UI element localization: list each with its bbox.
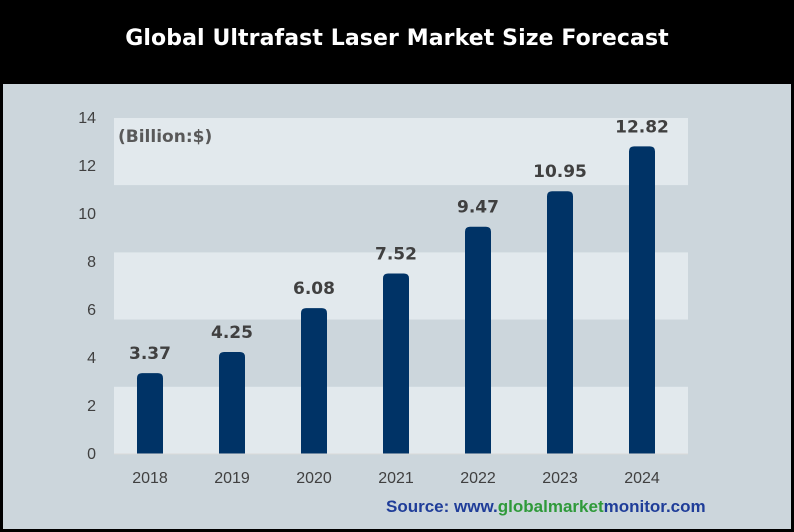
- data-label-2024: 12.82: [615, 117, 669, 137]
- x-tick-label-2022: 2022: [460, 470, 496, 487]
- data-label-2020: 6.08: [293, 279, 335, 299]
- source-part-global: global: [497, 497, 548, 516]
- y-tick-label: 12: [78, 158, 96, 175]
- source-part-monitor: monitor: [603, 497, 666, 516]
- bar-2022: [465, 226, 491, 454]
- data-label-2018: 3.37: [129, 344, 171, 364]
- source-suffix: .com: [665, 497, 706, 516]
- source-credit: Source: www.globalmarketmonitor.com: [386, 497, 706, 517]
- y-tick-label: 10: [78, 206, 96, 223]
- bar-2023: [547, 191, 573, 454]
- y-tick-label: 6: [87, 302, 96, 319]
- plot-band: [114, 118, 688, 186]
- chart-title: Global Ultrafast Laser Market Size Forec…: [125, 26, 669, 51]
- data-label-2019: 4.25: [211, 323, 253, 343]
- x-tick-label-2021: 2021: [378, 470, 414, 487]
- bar-2021: [383, 273, 409, 454]
- source-prefix: Source: www.: [386, 497, 498, 516]
- y-tick-label: 14: [78, 110, 96, 127]
- data-label-2022: 9.47: [457, 198, 499, 218]
- source-part-market: market: [547, 497, 604, 516]
- y-tick-label: 0: [87, 446, 96, 463]
- plot-band: [114, 185, 688, 253]
- bar-2018: [137, 373, 163, 454]
- bar-2020: [301, 308, 327, 454]
- y-tick-label: 8: [87, 254, 96, 271]
- data-label-2021: 7.52: [375, 245, 417, 265]
- y-tick-label: 2: [87, 398, 96, 415]
- y-tick-label: 4: [87, 350, 96, 367]
- x-tick-label-2024: 2024: [624, 470, 660, 487]
- data-label-2023: 10.95: [533, 162, 587, 182]
- x-tick-label-2023: 2023: [542, 470, 578, 487]
- bar-2024: [629, 146, 655, 454]
- unit-label: (Billion:$): [118, 127, 212, 147]
- bar-2019: [219, 352, 245, 454]
- x-tick-label-2020: 2020: [296, 470, 332, 487]
- x-tick-label-2019: 2019: [214, 470, 250, 487]
- x-tick-label-2018: 2018: [132, 470, 168, 487]
